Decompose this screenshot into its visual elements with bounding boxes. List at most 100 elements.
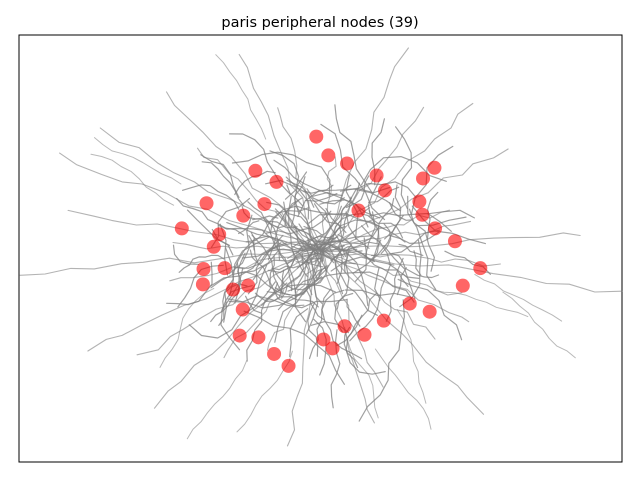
street-edge xyxy=(87,252,323,352)
street-edge xyxy=(67,209,322,251)
street-edge xyxy=(313,203,347,234)
street-edge xyxy=(301,257,313,296)
street-edge xyxy=(316,252,485,415)
street-edge xyxy=(316,247,463,296)
street-edge xyxy=(384,184,402,240)
peripheral-node xyxy=(269,174,284,189)
street-edge xyxy=(186,360,248,440)
peripheral-node xyxy=(473,261,488,276)
peripheral-node xyxy=(241,278,256,293)
peripheral-node xyxy=(195,277,210,292)
street-edge xyxy=(231,151,331,197)
street-edge xyxy=(153,252,322,409)
street-edge xyxy=(286,249,319,447)
street-edge xyxy=(391,253,440,279)
street-edge xyxy=(188,281,276,339)
peripheral-node xyxy=(447,234,462,249)
street-edge xyxy=(313,265,328,304)
street-edge xyxy=(380,223,392,255)
street-edge xyxy=(264,217,297,294)
street-edge xyxy=(306,289,325,321)
street-edge xyxy=(99,127,319,253)
street-edge xyxy=(277,107,324,251)
street-edge xyxy=(368,212,452,232)
street-edge xyxy=(320,123,386,221)
street-edge xyxy=(178,254,225,273)
street-edge xyxy=(318,247,436,340)
street-edge xyxy=(94,137,182,185)
peripheral-node xyxy=(267,346,282,361)
street-edge xyxy=(252,252,317,281)
street-edge xyxy=(237,252,246,292)
street-edge xyxy=(317,156,337,248)
street-edge xyxy=(272,264,329,291)
street-edge xyxy=(413,250,422,276)
peripheral-node xyxy=(251,330,266,345)
plot-area xyxy=(18,34,623,463)
peripheral-node xyxy=(232,328,247,343)
street-edge xyxy=(245,295,263,314)
street-edge xyxy=(321,288,363,360)
street-edge xyxy=(358,299,405,422)
street-edge xyxy=(360,213,404,239)
street-edge xyxy=(322,148,509,254)
street-edge xyxy=(319,220,472,251)
street-edge xyxy=(415,216,467,227)
street-edge xyxy=(169,249,318,282)
street-edge xyxy=(159,287,215,368)
street-edge xyxy=(266,246,321,351)
peripheral-node xyxy=(316,332,331,347)
street-edge xyxy=(397,278,463,341)
street-edge xyxy=(334,104,373,194)
street-edge xyxy=(312,192,381,219)
street-edge xyxy=(316,248,623,293)
street-edge xyxy=(321,209,451,250)
peripheral-node xyxy=(321,148,336,163)
street-edge xyxy=(385,257,404,322)
peripheral-node xyxy=(428,221,443,236)
street-edge xyxy=(336,196,352,284)
street-edge xyxy=(196,147,318,253)
street-edge xyxy=(274,248,322,297)
peripheral-node xyxy=(369,168,384,183)
street-edge xyxy=(59,152,324,251)
street-edge xyxy=(286,184,304,207)
street-edge xyxy=(201,161,245,207)
street-edge xyxy=(172,244,200,265)
peripheral-node xyxy=(212,227,227,242)
street-edge xyxy=(228,276,323,309)
peripheral-node xyxy=(376,313,391,328)
street-edge xyxy=(238,220,260,235)
street-edge xyxy=(308,289,345,360)
street-edge xyxy=(249,249,271,288)
peripheral-node xyxy=(325,341,340,356)
peripheral-node xyxy=(416,171,431,186)
street-edge xyxy=(322,246,501,267)
peripheral-nodes xyxy=(174,129,488,373)
street-edge xyxy=(367,176,382,217)
street-edge xyxy=(306,188,345,205)
street-edge xyxy=(335,244,344,295)
peripheral-node xyxy=(248,163,263,178)
street-edge xyxy=(354,237,368,282)
street-edge xyxy=(330,256,395,272)
street-edge xyxy=(308,212,406,243)
street-edge xyxy=(344,289,412,298)
street-edge xyxy=(200,154,240,199)
peripheral-node xyxy=(455,278,470,293)
peripheral-node xyxy=(257,197,272,212)
street-edge xyxy=(234,170,276,196)
street-edge xyxy=(294,242,321,323)
street-edge xyxy=(398,243,424,256)
street-edge xyxy=(432,289,529,318)
street-edge xyxy=(395,126,413,210)
peripheral-node xyxy=(357,327,372,342)
street-edge xyxy=(252,215,279,221)
peripheral-node xyxy=(226,282,241,297)
street-edge xyxy=(334,248,350,333)
peripheral-node xyxy=(415,207,430,222)
street-edge xyxy=(237,250,279,274)
street-edge xyxy=(502,291,576,359)
street-edge xyxy=(274,259,312,343)
